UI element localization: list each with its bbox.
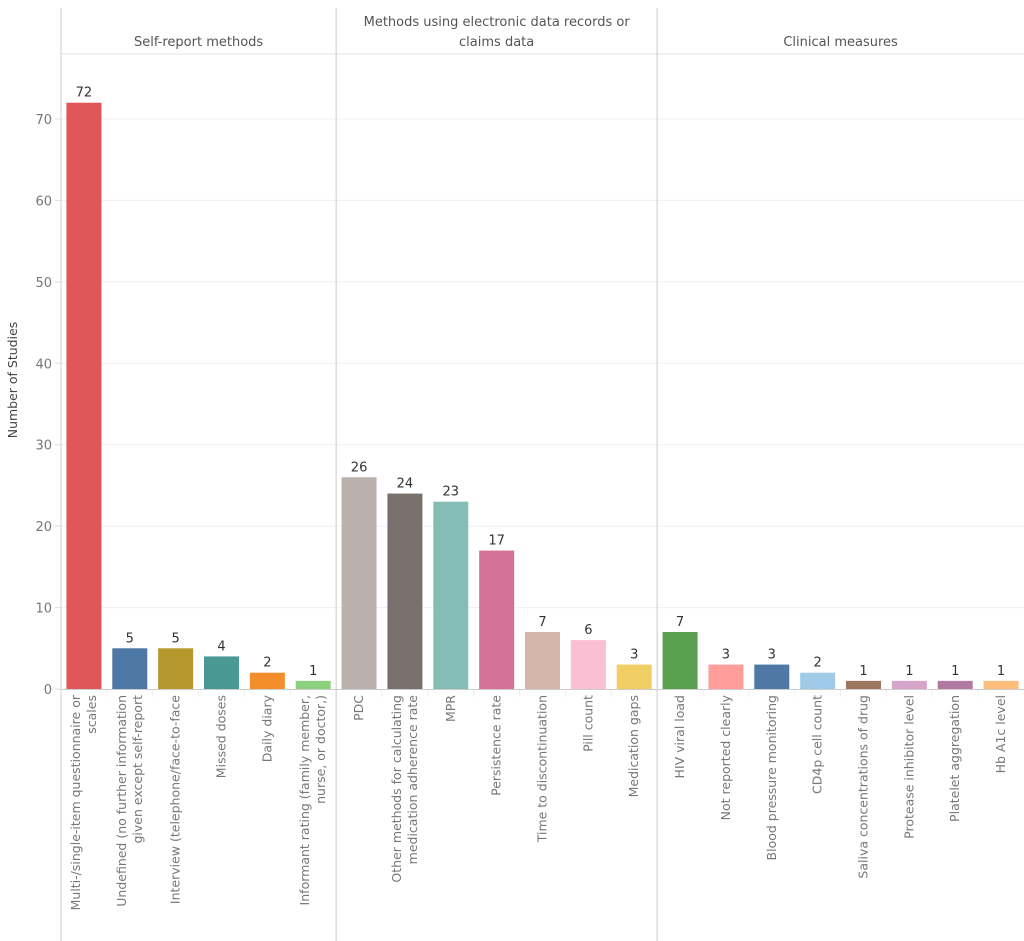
x-tick-label: Multi-/single-item questionnaire or bbox=[68, 694, 83, 910]
x-tick-label: Not reported clearly bbox=[718, 694, 733, 820]
y-tick-label: 70 bbox=[35, 113, 52, 128]
x-tick-label: Platelet aggregation bbox=[947, 695, 962, 822]
bar bbox=[891, 680, 927, 689]
y-axis-title: Number of Studies bbox=[5, 322, 20, 439]
x-tick-label: Hb A1c level bbox=[993, 695, 1008, 773]
bar bbox=[754, 664, 790, 689]
data-label: 2 bbox=[814, 656, 822, 671]
bar bbox=[846, 680, 881, 689]
data-label: 26 bbox=[351, 460, 368, 475]
bars bbox=[66, 102, 1019, 689]
bar bbox=[525, 632, 560, 689]
x-tick-label: Protease inhibitor level bbox=[901, 695, 916, 839]
pane-headers: Self-report methods Methods using electro… bbox=[134, 15, 898, 50]
data-label: 7 bbox=[676, 615, 684, 630]
data-label: 24 bbox=[397, 477, 414, 492]
data-label: 4 bbox=[217, 639, 225, 654]
data-label: 3 bbox=[768, 648, 776, 663]
x-tick-label: Medication gaps bbox=[626, 695, 641, 797]
x-tick-label: HIV viral load bbox=[672, 695, 687, 778]
bar bbox=[937, 680, 973, 689]
bar bbox=[295, 680, 331, 689]
bar bbox=[708, 664, 744, 689]
data-label: 5 bbox=[172, 631, 180, 646]
bar bbox=[112, 648, 148, 689]
x-tick-label: CD4p cell count bbox=[810, 695, 825, 794]
x-tick-label: Undefined (no further information bbox=[114, 695, 129, 907]
x-tick-label: scales bbox=[84, 695, 99, 734]
y-axis: Number of Studies 0 10 20 30 40 50 60 70 bbox=[5, 113, 61, 698]
y-tick-label: 40 bbox=[35, 357, 52, 372]
bar bbox=[479, 550, 515, 689]
x-tick-label: Missed doses bbox=[214, 695, 229, 778]
y-tick-label: 10 bbox=[35, 602, 52, 617]
x-tick-label: medication adherence rate bbox=[405, 695, 420, 865]
pane-frame bbox=[60, 8, 1024, 941]
bar bbox=[66, 102, 102, 689]
bar bbox=[387, 493, 423, 689]
x-tick-label: Pill count bbox=[580, 695, 595, 752]
data-label: 1 bbox=[309, 664, 317, 679]
bar bbox=[983, 680, 1019, 689]
x-tick-label: Interview (telephone/face-to-face bbox=[168, 695, 183, 904]
pane-title: Self-report methods bbox=[134, 35, 263, 50]
value-labels: 72 5 5 4 2 1 26 24 23 17 7 6 3 7 3 3 2 1 1 1 1 bbox=[76, 86, 1006, 679]
bar bbox=[158, 648, 194, 689]
x-tick-label: given except self-report bbox=[130, 695, 145, 844]
data-label: 23 bbox=[443, 485, 460, 500]
bar bbox=[800, 672, 836, 689]
bar bbox=[570, 640, 606, 689]
x-tick-label: Persistence rate bbox=[489, 695, 504, 796]
y-tick-label: 50 bbox=[35, 276, 52, 291]
x-tick-label: Other methods for calculating bbox=[389, 695, 404, 883]
bar bbox=[341, 477, 377, 689]
data-label: 3 bbox=[722, 648, 730, 663]
bar bbox=[662, 632, 698, 689]
data-label: 72 bbox=[76, 86, 93, 101]
pane-title: Methods using electronic data records or bbox=[364, 15, 631, 30]
data-label: 1 bbox=[951, 664, 959, 679]
pane-title: claims data bbox=[459, 35, 534, 50]
bar bbox=[249, 672, 285, 689]
bar bbox=[433, 501, 469, 689]
bar bbox=[616, 664, 652, 689]
x-tick-label: Daily diary bbox=[259, 694, 274, 762]
x-tick-label: Informant rating (family member, bbox=[297, 695, 312, 905]
y-tick-label: 30 bbox=[35, 439, 52, 454]
data-label: 2 bbox=[263, 656, 271, 671]
pane-title: Clinical measures bbox=[783, 35, 898, 50]
y-tick-label: 60 bbox=[35, 194, 52, 209]
bar bbox=[204, 656, 239, 689]
data-label: 1 bbox=[905, 664, 913, 679]
x-tick-label: MPR bbox=[443, 695, 458, 722]
x-tick-label: Blood pressure monitoring bbox=[764, 695, 779, 860]
y-tick-label: 20 bbox=[35, 520, 52, 535]
gridlines bbox=[61, 118, 1024, 609]
data-label: 17 bbox=[488, 534, 505, 549]
x-tick-label: PDC bbox=[351, 695, 366, 721]
data-label: 1 bbox=[859, 664, 867, 679]
y-tick-label: 0 bbox=[44, 683, 52, 698]
data-label: 7 bbox=[538, 615, 546, 630]
data-label: 5 bbox=[126, 631, 134, 646]
data-label: 6 bbox=[584, 623, 592, 638]
x-tick-label: Saliva concentrations of drug bbox=[856, 695, 871, 879]
x-tick-label: Time to discontinuation bbox=[535, 695, 550, 843]
category-labels: Multi-/single-item questionnaire or scale… bbox=[68, 690, 1008, 910]
x-tick-label: nurse, or doctor,) bbox=[313, 695, 328, 804]
data-label: 3 bbox=[630, 648, 638, 663]
data-label: 1 bbox=[997, 664, 1005, 679]
